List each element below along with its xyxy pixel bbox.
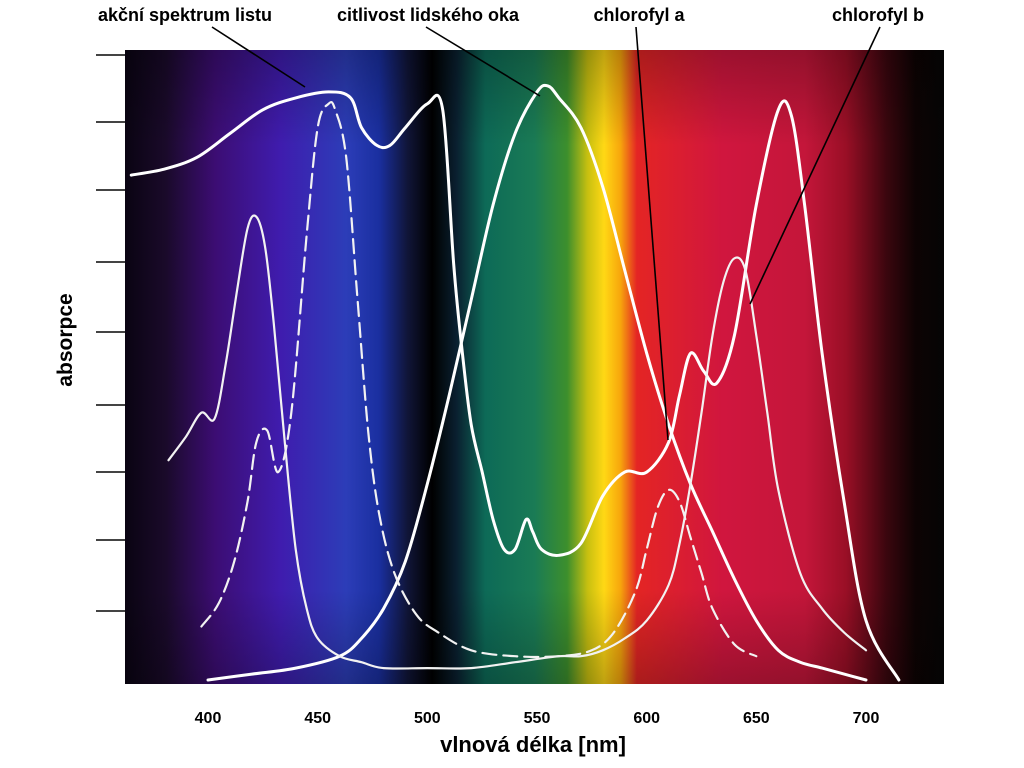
spectrum-shading xyxy=(125,50,944,684)
series-action-spectrum-line xyxy=(129,90,901,682)
callout-line-chlorophyll-a xyxy=(635,26,669,441)
callout-line-chlorophyll-b xyxy=(749,26,881,305)
callout-line-action-spectrum xyxy=(211,26,306,88)
x-tick-label-400: 400 xyxy=(195,710,222,727)
x-axis-ticks: 400 450 500 550 600 650 700 xyxy=(195,710,880,727)
x-tick-label-700: 700 xyxy=(853,710,880,727)
x-axis-label: vlnová délka [nm] xyxy=(440,732,626,757)
x-tick-label-550: 550 xyxy=(524,710,551,727)
x-tick-label-600: 600 xyxy=(633,710,660,727)
series-layer xyxy=(129,83,901,682)
y-axis-ticks xyxy=(96,54,125,612)
y-axis-label: absorpce xyxy=(54,293,77,386)
x-tick-label-450: 450 xyxy=(304,710,331,727)
series-chlorophyll-a-line xyxy=(167,214,868,670)
callout-label-chlorophyll-a: chlorofyl a xyxy=(593,5,685,25)
callout-label-chlorophyll-b: chlorofyl b xyxy=(832,5,924,25)
x-tick-label-650: 650 xyxy=(743,710,770,727)
x-tick-label-500: 500 xyxy=(414,710,441,727)
callout-lines xyxy=(211,26,881,441)
callout-line-eye-sensitivity xyxy=(425,26,541,97)
series-eye-sensitivity-line xyxy=(206,83,868,682)
series-chlorophyll-b-line xyxy=(200,100,758,659)
callout-label-eye-sensitivity: citlivost lidského oka xyxy=(337,5,520,25)
callout-label-action-spectrum: akční spektrum listu xyxy=(98,5,272,25)
